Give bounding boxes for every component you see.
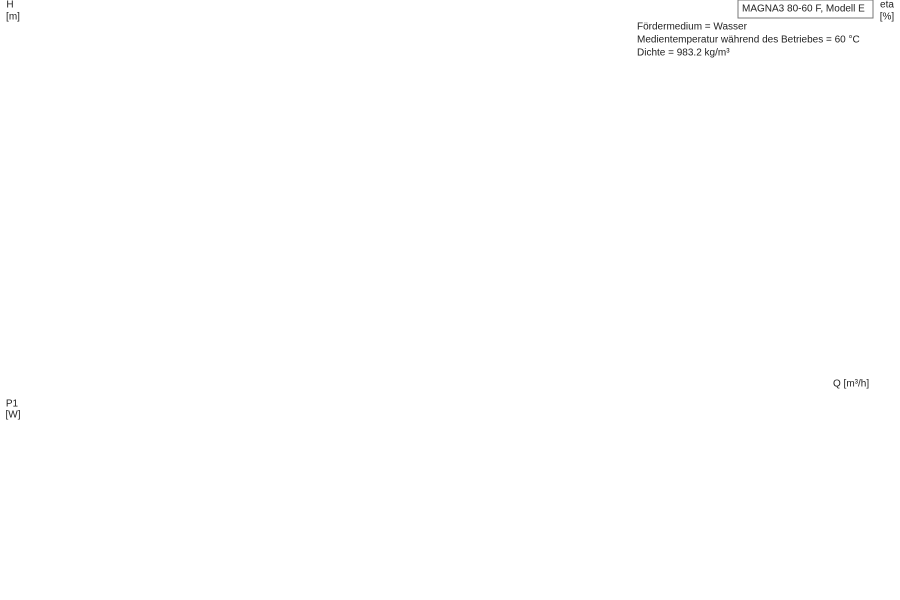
y2-axis-label: eta [880,0,894,11]
y-axis-unit: [m] [6,12,20,23]
y2-axis-unit: [%] [880,12,895,23]
y-axis-label: P1 [6,399,19,410]
y-axis-label: H [6,0,13,11]
title-box [737,0,874,19]
y-axis-unit: [W] [6,410,21,421]
annotation: Fördermedium = Wasser [637,22,748,33]
annotation: Medientemperatur während des Betriebes =… [637,35,860,46]
annotation: Dichte = 983.2 kg/m³ [637,48,730,59]
labels: H [m] eta [%] Q [m³/h] MAGNA3 80-60 F, M… [6,0,895,421]
x-axis-label: Q [m³/h] [833,379,869,390]
chart-title: MAGNA3 80-60 F, Modell E [742,4,865,15]
